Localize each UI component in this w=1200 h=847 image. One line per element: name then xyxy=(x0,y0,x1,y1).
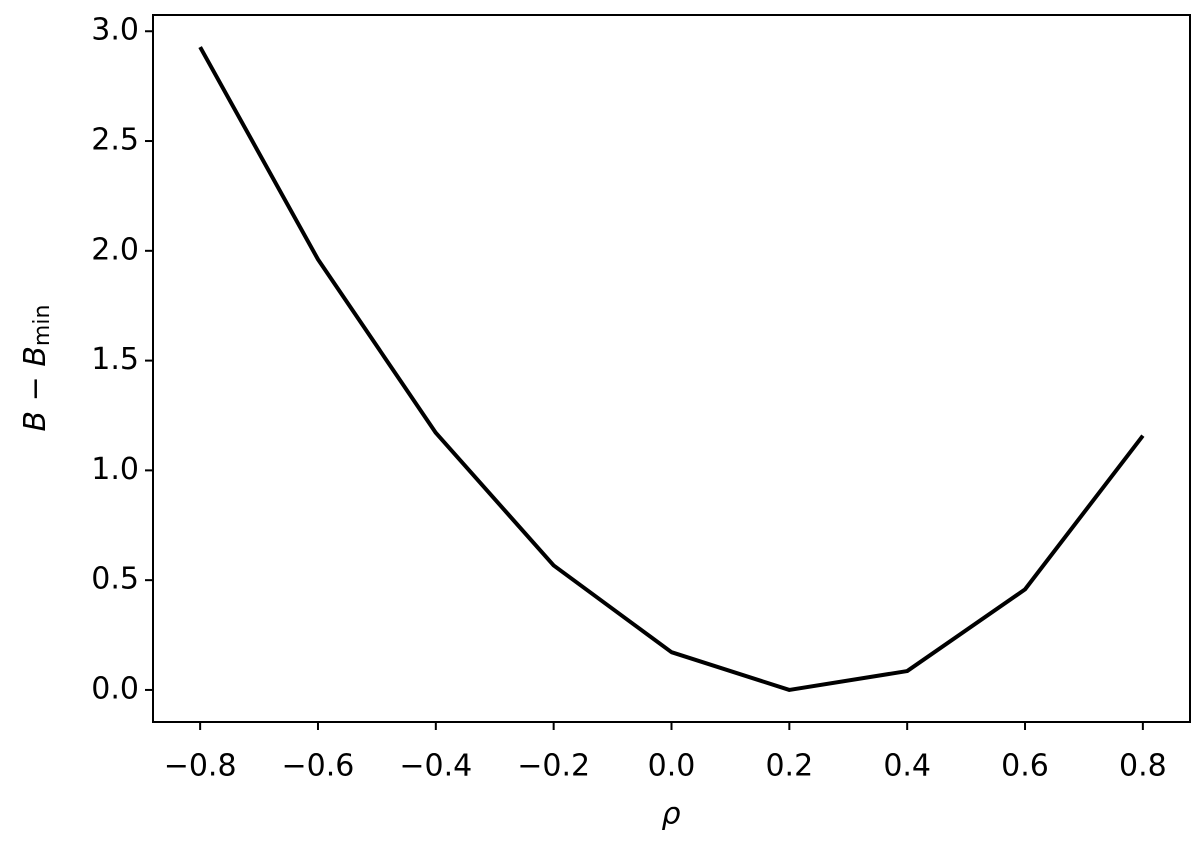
y-tick-label: 2.0 xyxy=(91,232,139,267)
x-tick-label: −0.6 xyxy=(282,749,355,784)
y-tick-label: 0.0 xyxy=(91,671,139,706)
plot-frame xyxy=(152,14,1191,723)
x-tick-label: 0.0 xyxy=(648,749,696,784)
x-tick-label: 0.8 xyxy=(1119,749,1167,784)
y-label-sub: min xyxy=(30,305,55,347)
x-axis-label: ρ xyxy=(661,797,680,832)
x-tick-label: −0.4 xyxy=(399,749,472,784)
x-tick-label: −0.2 xyxy=(517,749,590,784)
x-tick-label: 0.2 xyxy=(765,749,813,784)
x-tick-label: 0.4 xyxy=(883,749,931,784)
data-line xyxy=(198,46,1145,692)
y-tick-label: 2.5 xyxy=(91,123,139,158)
y-tick-label: 1.5 xyxy=(91,342,139,377)
x-tick-label: 0.6 xyxy=(1001,749,1049,784)
y-tick-label: 0.5 xyxy=(91,562,139,597)
y-axis-label: B − Bmin xyxy=(18,305,56,432)
y-tick-label: 1.0 xyxy=(91,452,139,487)
x-tick-label: −0.8 xyxy=(164,749,237,784)
y-tick-label: 3.0 xyxy=(91,13,139,48)
y-label-main: B − B xyxy=(18,346,53,431)
